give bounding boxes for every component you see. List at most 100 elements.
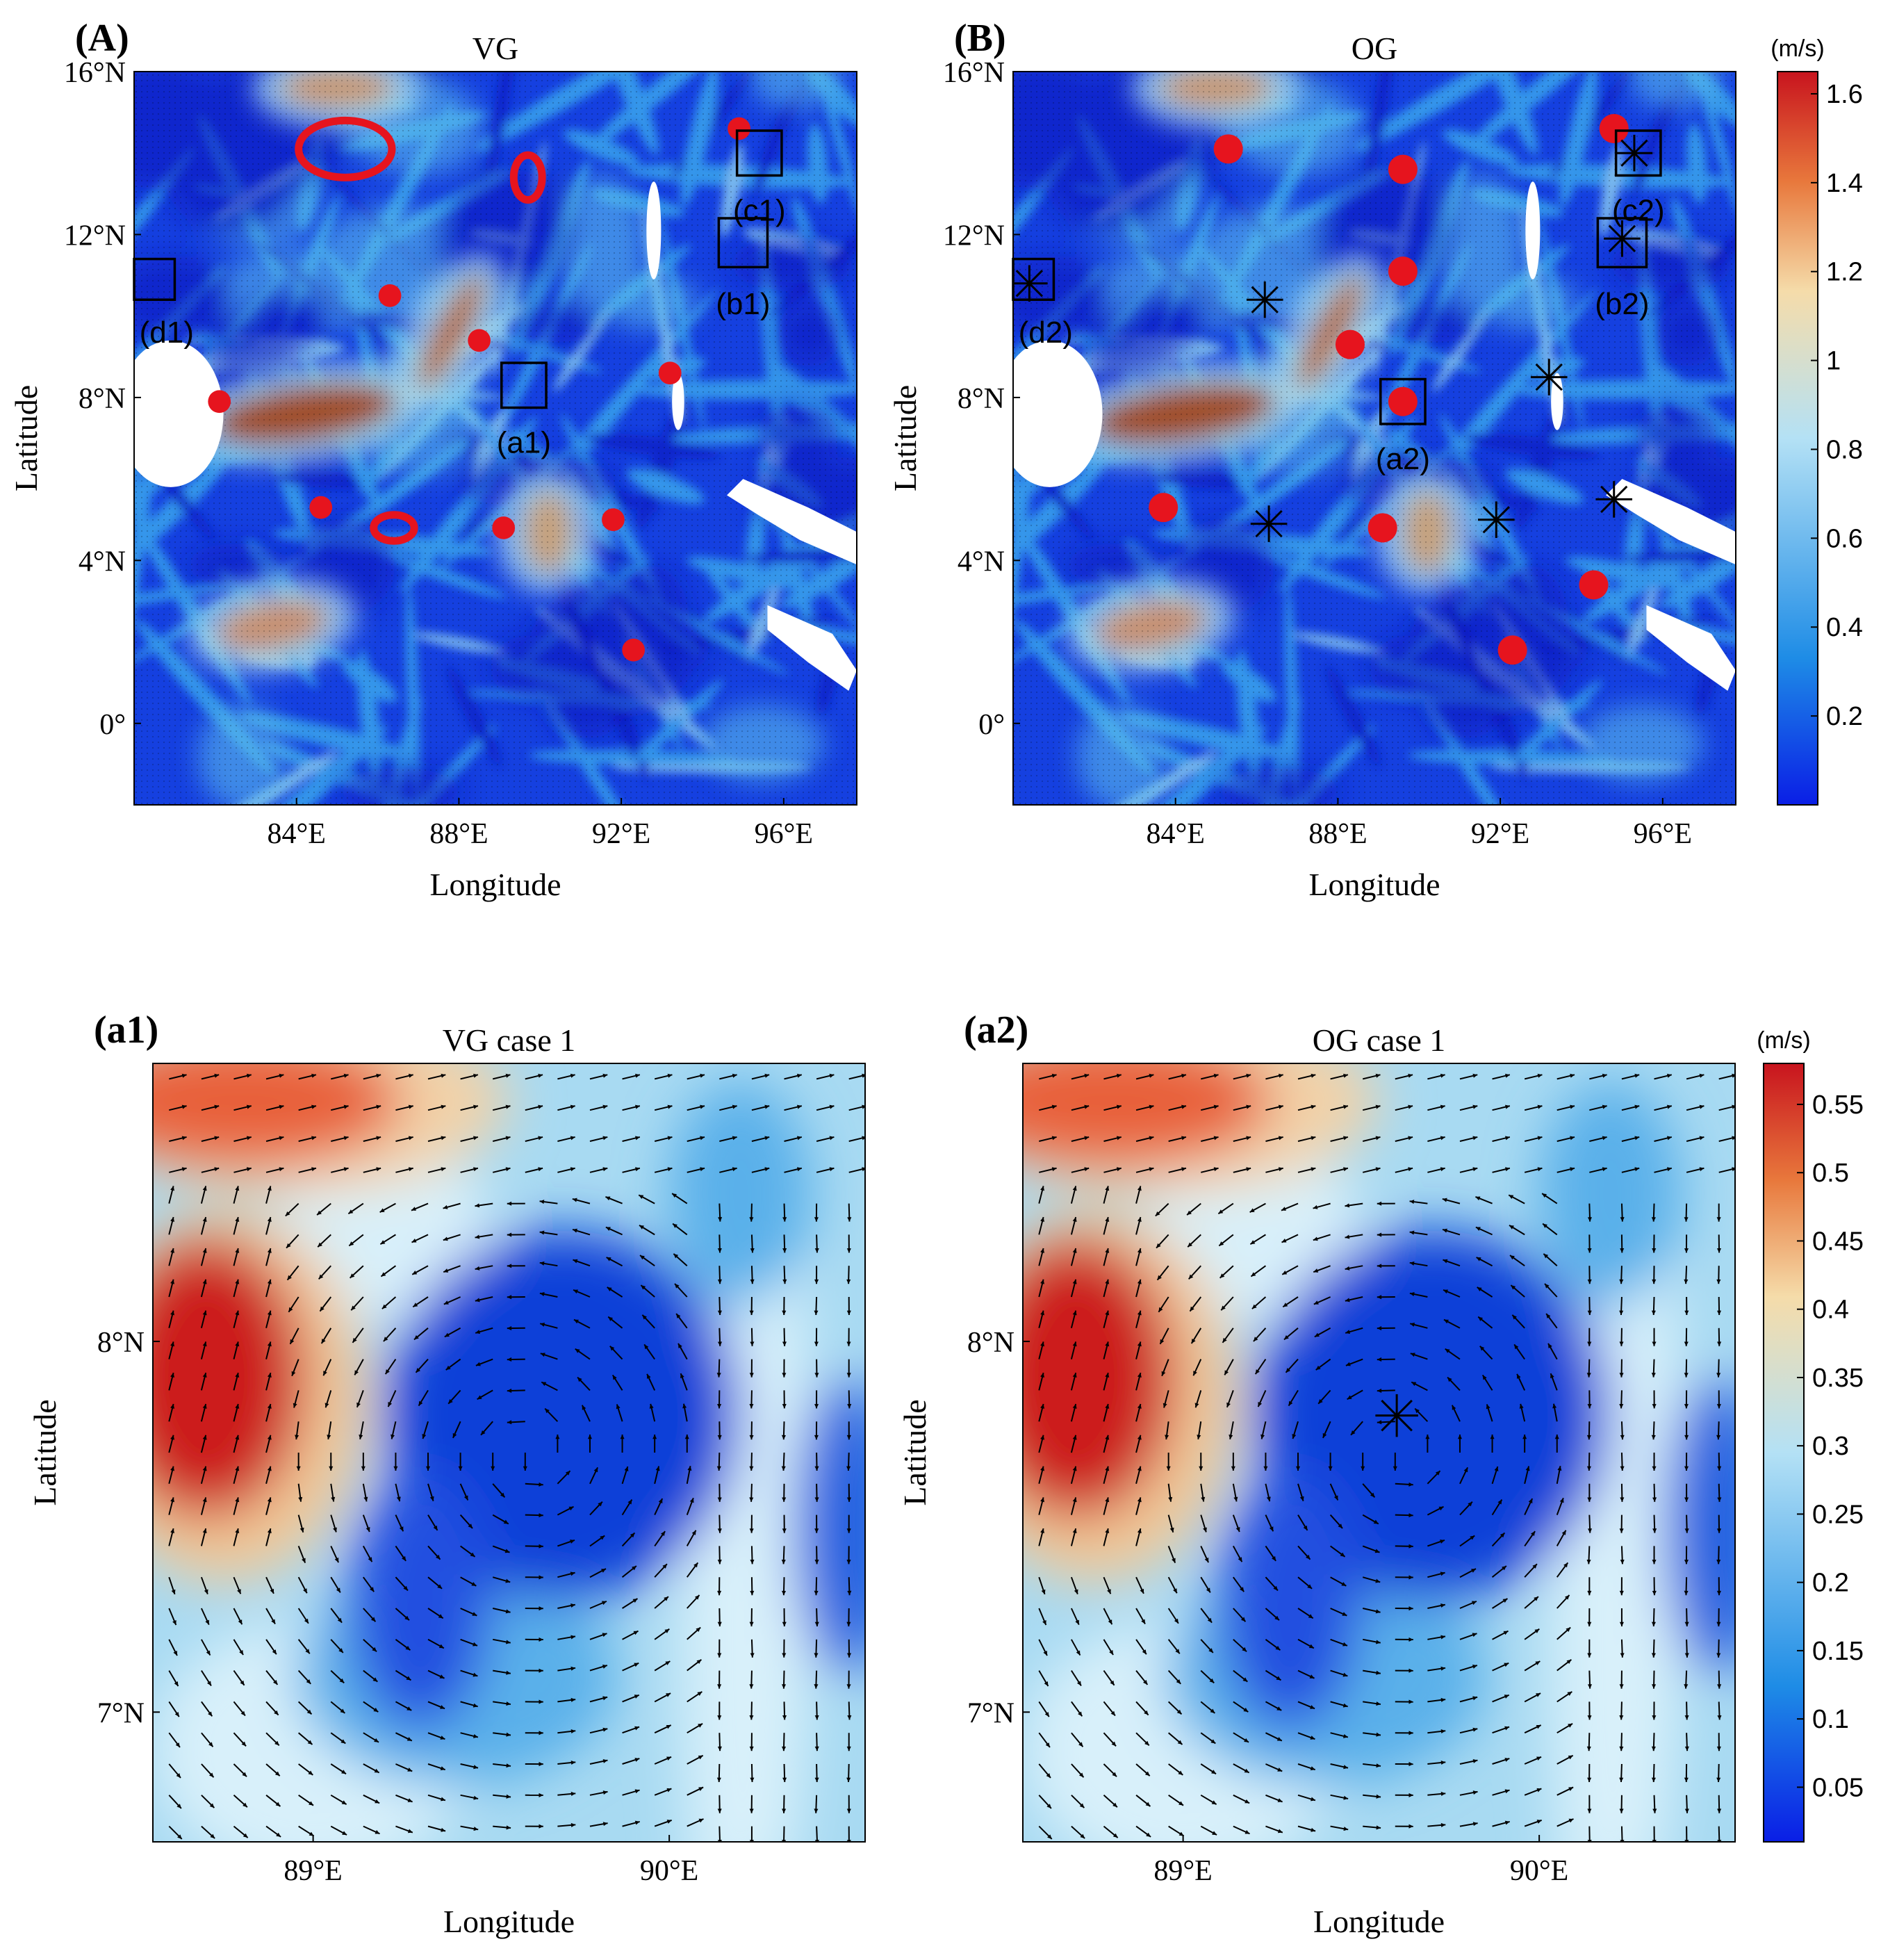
velocity-arrow-head bbox=[1684, 1622, 1689, 1626]
velocity-arrow-head bbox=[235, 1373, 240, 1378]
velocity-arrow-head bbox=[1536, 1693, 1541, 1697]
velocity-arrow-head bbox=[632, 1599, 638, 1603]
velocity-arrow-head bbox=[1619, 1528, 1624, 1533]
velocity-arrow-head bbox=[267, 1497, 272, 1503]
velocity-arrow-head bbox=[1504, 1789, 1510, 1794]
velocity-arrow-head bbox=[1504, 1663, 1509, 1667]
y-tick-label: 8°N bbox=[958, 383, 1005, 415]
colorbar: 0.05 0.1 0.15 0.2 0.25 0.3 0.35 0.4 0.45 0.5 0.55 (… bbox=[1757, 1027, 1864, 1843]
velocity-arrow-head bbox=[1253, 1337, 1258, 1342]
velocity-arrow-head bbox=[1586, 1559, 1591, 1565]
velocity-arrow-head bbox=[717, 1808, 722, 1813]
velocity-arrow-head bbox=[235, 1279, 240, 1284]
case-box bbox=[1379, 377, 1427, 425]
case-box-label: (a2) bbox=[1376, 442, 1430, 476]
velocity-arrow-head bbox=[846, 1560, 851, 1565]
velocity-arrow-head bbox=[240, 1680, 245, 1685]
case-box bbox=[1596, 217, 1648, 269]
velocity-arrow-head bbox=[1587, 1528, 1593, 1533]
velocity-arrow-head bbox=[507, 1264, 512, 1268]
velocity-arrow-head bbox=[425, 1466, 431, 1471]
velocity-arrow-head bbox=[1240, 1587, 1245, 1592]
velocity-arrow-head bbox=[1619, 1746, 1624, 1751]
velocity-arrow-head bbox=[1208, 1648, 1213, 1653]
velocity-arrow-head bbox=[1408, 1762, 1413, 1767]
velocity-arrow-head bbox=[1149, 1136, 1154, 1141]
velocity-arrow-head bbox=[602, 1073, 608, 1078]
case-box bbox=[735, 129, 783, 177]
velocity-arrow-head bbox=[368, 1557, 372, 1562]
velocity-arrow-head bbox=[1620, 1248, 1625, 1253]
velocity-arrow-head bbox=[1374, 1549, 1380, 1553]
velocity-arrow-head bbox=[717, 1341, 723, 1346]
velocity-arrow-head bbox=[649, 1403, 654, 1409]
velocity-arrow-head bbox=[202, 1279, 207, 1284]
velocity-arrow-head bbox=[1168, 1496, 1173, 1502]
velocity-arrow-head bbox=[1586, 1466, 1591, 1471]
velocity-arrow-head bbox=[782, 1622, 787, 1626]
velocity-arrow-head bbox=[1543, 1253, 1549, 1259]
velocity-arrow-head bbox=[782, 1653, 787, 1658]
velocity-arrow-head bbox=[639, 1195, 644, 1200]
velocity-arrow-head bbox=[1156, 1243, 1161, 1248]
velocity-arrow-head bbox=[273, 1680, 278, 1685]
velocity-arrow-head bbox=[1274, 1615, 1279, 1621]
velocity-arrow-head bbox=[1210, 1708, 1215, 1713]
velocity-arrow-head bbox=[210, 1834, 215, 1839]
velocity-arrow-head bbox=[1505, 1104, 1510, 1109]
velocity-arrow-head bbox=[405, 1645, 411, 1651]
velocity-arrow-head bbox=[475, 1203, 480, 1208]
velocity-arrow-head bbox=[500, 1492, 505, 1498]
velocity-arrow-head bbox=[267, 1466, 272, 1471]
velocity-arrow-head bbox=[1084, 1073, 1090, 1078]
velocity-arrow-head bbox=[782, 1279, 787, 1284]
velocity-arrow-head bbox=[1375, 1104, 1381, 1109]
velocity-arrow-head bbox=[577, 1377, 582, 1382]
velocity-arrow-head bbox=[1245, 1829, 1250, 1834]
velocity-arrow-head bbox=[1684, 1466, 1689, 1471]
velocity-arrow-head bbox=[274, 1710, 279, 1715]
velocity-arrow-head bbox=[1505, 1073, 1510, 1078]
velocity-arrow-head bbox=[267, 1217, 272, 1223]
velocity-arrow-head bbox=[1157, 1275, 1162, 1280]
velocity-arrow-head bbox=[847, 1404, 852, 1409]
velocity-arrow-head bbox=[1634, 1136, 1640, 1141]
velocity-arrow-head bbox=[602, 1104, 608, 1109]
velocity-arrow-head bbox=[1536, 1724, 1541, 1729]
velocity-arrow-head bbox=[539, 1200, 545, 1204]
velocity-arrow-head bbox=[539, 1792, 543, 1797]
velocity-arrow-head bbox=[634, 1820, 640, 1825]
velocity-arrow-head bbox=[749, 1715, 754, 1720]
velocity-arrow-head bbox=[1172, 1558, 1176, 1563]
velocity-arrow-head bbox=[847, 1715, 852, 1720]
velocity-arrow-head bbox=[1652, 1404, 1657, 1409]
velocity-arrow-head bbox=[1276, 1737, 1282, 1741]
velocity-arrow-head bbox=[1072, 1435, 1077, 1440]
velocity-arrow-head bbox=[309, 1801, 314, 1806]
velocity-arrow-head bbox=[1443, 1319, 1449, 1324]
velocity-arrow-head bbox=[538, 1136, 543, 1141]
velocity-arrow-head bbox=[1345, 1234, 1350, 1239]
velocity-arrow-head bbox=[568, 1506, 574, 1511]
velocity-arrow-head bbox=[1619, 1310, 1624, 1315]
eddy-dot bbox=[1213, 134, 1243, 164]
velocity-arrow-head bbox=[443, 1300, 449, 1305]
velocity-arrow-head bbox=[279, 1167, 284, 1172]
velocity-arrow-head bbox=[235, 1341, 240, 1347]
colorbar-unit: (m/s) bbox=[1771, 35, 1824, 62]
velocity-arrow-head bbox=[667, 1167, 673, 1172]
velocity-arrow-head bbox=[374, 1738, 379, 1742]
velocity-arrow-head bbox=[279, 1073, 284, 1078]
velocity-arrow-head bbox=[170, 1248, 175, 1253]
velocity-arrow-head bbox=[539, 1699, 543, 1704]
velocity-arrow-head bbox=[1311, 1073, 1316, 1078]
velocity-arrow-head bbox=[214, 1104, 220, 1109]
velocity-arrow-head bbox=[1229, 1435, 1233, 1439]
velocity-arrow-head bbox=[1438, 1506, 1444, 1511]
velocity-arrow-head bbox=[1472, 1822, 1478, 1827]
velocity-arrow-head bbox=[298, 1496, 303, 1502]
velocity-arrow-head bbox=[1166, 1466, 1171, 1471]
velocity-arrow-head bbox=[1137, 1217, 1142, 1223]
velocity-arrow-head bbox=[1105, 1528, 1110, 1534]
velocity-arrow-head bbox=[174, 1712, 179, 1717]
